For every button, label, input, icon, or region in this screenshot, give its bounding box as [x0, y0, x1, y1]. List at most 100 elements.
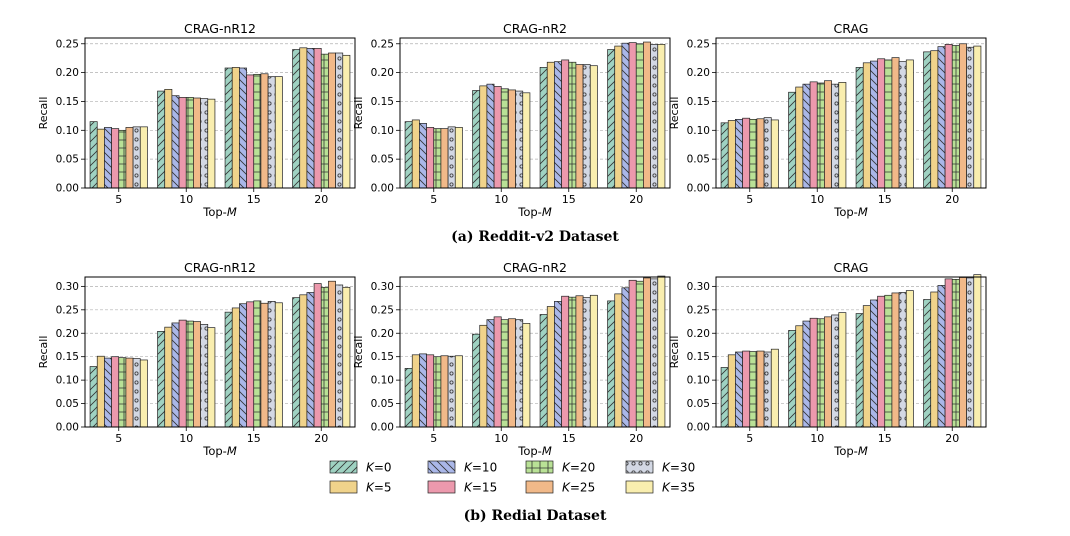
bar-K0-m5 [404, 368, 413, 428]
bar-K15-m20 [313, 283, 322, 428]
bar-K5-m5 [727, 120, 736, 189]
y-tick-label: 0.00 [371, 422, 394, 434]
legend-label: K=25 [562, 481, 595, 495]
bar-K35-m5 [454, 127, 463, 189]
y-tick-label: 0.00 [56, 422, 79, 434]
bar-K20-m10 [500, 319, 509, 428]
chart-redial-crag-nr12: 0.00 0.05 0.10 0.15 0.20 0.25 0.30 5 10 15 20 CRAG-… [37, 260, 356, 458]
bar-K5-m20 [930, 50, 939, 189]
y-tick-label: 0.00 [687, 422, 710, 434]
bar-K20-m20 [951, 278, 960, 428]
bar-K30-m5 [132, 358, 141, 428]
bar-K30-m15 [898, 292, 907, 428]
bar-K20-m10 [500, 88, 509, 189]
bar-K5-m5 [96, 355, 105, 428]
legend-item-K30: K=30 [625, 460, 695, 475]
bar-K25-m5 [756, 350, 765, 428]
bar-K35-m15 [589, 65, 598, 189]
bar-K15-m5 [742, 117, 751, 189]
bar-K35-m15 [905, 59, 914, 189]
y-tick-label: 0.05 [371, 154, 394, 166]
bar-K15-m20 [944, 278, 953, 428]
bar-K15-m10 [493, 316, 502, 428]
bar-K30-m10 [515, 319, 524, 428]
y-tick-label: 0.00 [687, 183, 710, 195]
legend-label: K=15 [464, 481, 497, 495]
bar-K15-m15 [246, 74, 255, 189]
bar-K5-m15 [862, 305, 871, 428]
y-tick-label: 0.05 [687, 398, 710, 410]
y-tick-label: 0.15 [56, 351, 79, 363]
bar-K30-m5 [132, 126, 141, 189]
bar-K20-m20 [635, 280, 644, 428]
bar-K25-m10 [193, 321, 201, 428]
bar-K35-m5 [770, 119, 779, 189]
bar-K20-m5 [433, 356, 442, 428]
charts-layer: 0.00 0.05 0.10 0.15 0.20 0.25 5 10 15 20 CRAG-nR12… [37, 21, 987, 458]
bar-K10-m10 [802, 320, 811, 428]
x-tick-label: 5 [115, 432, 122, 445]
y-axis-label: Recall [37, 336, 50, 369]
bar-K5-m10 [164, 326, 173, 428]
bar-K5-m10 [795, 325, 804, 428]
legend-swatch [625, 460, 654, 474]
x-tick-label: 20 [629, 432, 643, 445]
y-tick-label: 0.20 [56, 328, 79, 340]
bar-K25-m15 [260, 73, 269, 189]
bar-K15-m20 [628, 42, 637, 189]
chart-title: CRAG-nR2 [503, 260, 567, 275]
y-tick-label: 0.20 [371, 328, 394, 340]
bar-K15-m15 [246, 301, 255, 428]
bar-K30-m15 [267, 301, 276, 428]
x-tick-label: 20 [629, 193, 643, 206]
bar-K20-m5 [118, 357, 127, 428]
bar-K0-m15 [539, 314, 548, 428]
bar-K10-m10 [486, 83, 495, 189]
bar-K5-m20 [299, 47, 308, 189]
x-tick-label: 15 [878, 193, 892, 206]
bar-K25-m15 [575, 64, 584, 189]
x-axis-label: Top-M [833, 205, 868, 219]
bar-K15-m10 [178, 97, 187, 189]
y-tick-label: 0.25 [687, 304, 710, 316]
bar-K35-m20 [342, 286, 351, 428]
legend-label: K=0 [366, 461, 392, 475]
bar-K10-m5 [735, 118, 743, 189]
bar-K0-m10 [472, 333, 481, 428]
bar-K25-m10 [508, 89, 516, 189]
bar-K0-m15 [855, 67, 864, 189]
bar-K5-m20 [299, 294, 308, 428]
bar-K10-m15 [554, 301, 562, 428]
bar-K10-m5 [104, 127, 112, 189]
bar-K20-m5 [749, 351, 758, 428]
bar-K10-m5 [104, 357, 112, 428]
chart-title: CRAG-nR2 [503, 21, 567, 36]
bar-K10-m20 [306, 292, 315, 428]
y-tick-label: 0.15 [371, 351, 394, 363]
plot-frame [715, 37, 987, 189]
bar-K20-m15 [568, 296, 577, 428]
bar-K25-m10 [824, 80, 832, 189]
bar-K5-m5 [411, 119, 420, 189]
bar-K30-m10 [831, 83, 840, 189]
bar-K0-m10 [788, 330, 797, 428]
bar-K10-m10 [486, 319, 495, 428]
bar-K20-m15 [253, 300, 262, 428]
bar-K30-m10 [515, 90, 524, 189]
chart-title: CRAG [834, 21, 869, 36]
bar-K20-m15 [568, 61, 577, 189]
bar-K25-m20 [643, 41, 651, 189]
caption-redial: (b) Redial Dataset [463, 508, 607, 524]
bar-K15-m20 [313, 48, 322, 189]
bar-K25-m15 [891, 57, 900, 189]
bar-K0-m10 [472, 90, 481, 189]
x-tick-label: 15 [247, 193, 261, 206]
plot-frame [84, 37, 356, 189]
bar-K25-m15 [260, 302, 269, 428]
bar-K35-m10 [207, 98, 216, 189]
bar-K25-m10 [824, 316, 832, 428]
y-tick-label: 0.10 [687, 125, 710, 137]
bar-K30-m20 [650, 278, 659, 428]
chart-redial-crag: 0.00 0.05 0.10 0.15 0.20 0.25 0.30 5 10 15 20 CRAG T… [668, 260, 987, 458]
x-axis-label: Top-M [517, 444, 552, 458]
